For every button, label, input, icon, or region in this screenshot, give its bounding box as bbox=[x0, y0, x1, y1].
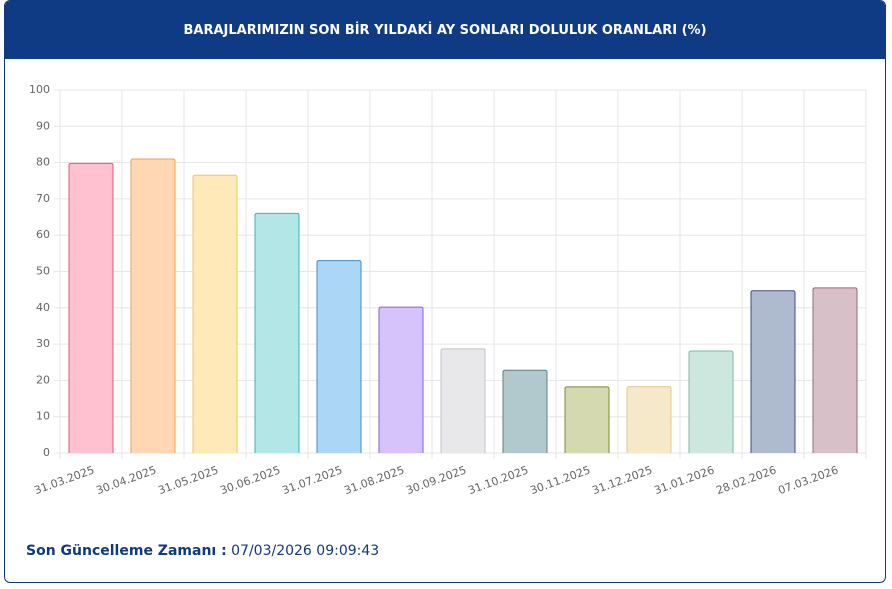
bar bbox=[68, 162, 114, 453]
x-tick-label: 30.04.2025 bbox=[94, 463, 158, 497]
footer: Son Güncelleme Zamanı : 07/03/2026 09:09… bbox=[26, 543, 379, 559]
x-tick-label: 31.07.2025 bbox=[280, 463, 344, 497]
y-tick-label: 10 bbox=[36, 410, 50, 423]
header: BARAJLARIMIZIN SON BİR YILDAKİ AY SONLAR… bbox=[5, 1, 885, 59]
y-tick-label: 40 bbox=[36, 301, 50, 314]
y-tick-label: 100 bbox=[29, 83, 50, 96]
y-tick-label: 60 bbox=[36, 228, 50, 241]
x-tick-label: 28.02.2026 bbox=[714, 463, 778, 497]
bar bbox=[502, 369, 548, 453]
bar bbox=[626, 386, 672, 453]
x-tick-label: 30.06.2025 bbox=[218, 463, 282, 497]
bar bbox=[688, 350, 734, 453]
card: BARAJLARIMIZIN SON BİR YILDAKİ AY SONLAR… bbox=[4, 0, 886, 583]
bar bbox=[812, 287, 858, 453]
bar bbox=[440, 348, 486, 453]
y-tick-label: 50 bbox=[36, 265, 50, 278]
footer-label: Son Güncelleme Zamanı : bbox=[26, 543, 227, 559]
x-tick-label: 31.05.2025 bbox=[156, 463, 220, 497]
x-tick-label: 31.08.2025 bbox=[342, 463, 406, 497]
y-tick-label: 30 bbox=[36, 337, 50, 350]
x-tick-label: 31.12.2025 bbox=[590, 463, 654, 497]
bar bbox=[750, 290, 796, 453]
x-tick-label: 31.10.2025 bbox=[466, 463, 530, 497]
x-tick-label: 31.01.2026 bbox=[652, 463, 716, 497]
y-tick-label: 70 bbox=[36, 192, 50, 205]
bar bbox=[564, 386, 610, 453]
x-tick-label: 30.11.2025 bbox=[528, 463, 592, 497]
y-tick-label: 80 bbox=[36, 156, 50, 169]
y-tick-label: 20 bbox=[36, 373, 50, 386]
y-tick-label: 90 bbox=[36, 119, 50, 132]
bar bbox=[130, 158, 176, 453]
bar bbox=[254, 212, 300, 453]
y-tick-label: 0 bbox=[43, 446, 50, 459]
chart: 0 10 20 30 40 50 60 70 80 90 100 31.03.202530.04.20… bbox=[29, 83, 867, 497]
x-tick-label: 30.09.2025 bbox=[404, 463, 468, 497]
bar bbox=[192, 174, 238, 453]
bar bbox=[378, 306, 424, 453]
x-tick-label: 31.03.2025 bbox=[32, 463, 96, 497]
x-tick-label: 07.03.2026 bbox=[776, 463, 840, 497]
chart-title: BARAJLARIMIZIN SON BİR YILDAKİ AY SONLAR… bbox=[183, 22, 707, 38]
bar bbox=[316, 260, 362, 453]
footer-value: 07/03/2026 09:09:43 bbox=[231, 543, 380, 559]
